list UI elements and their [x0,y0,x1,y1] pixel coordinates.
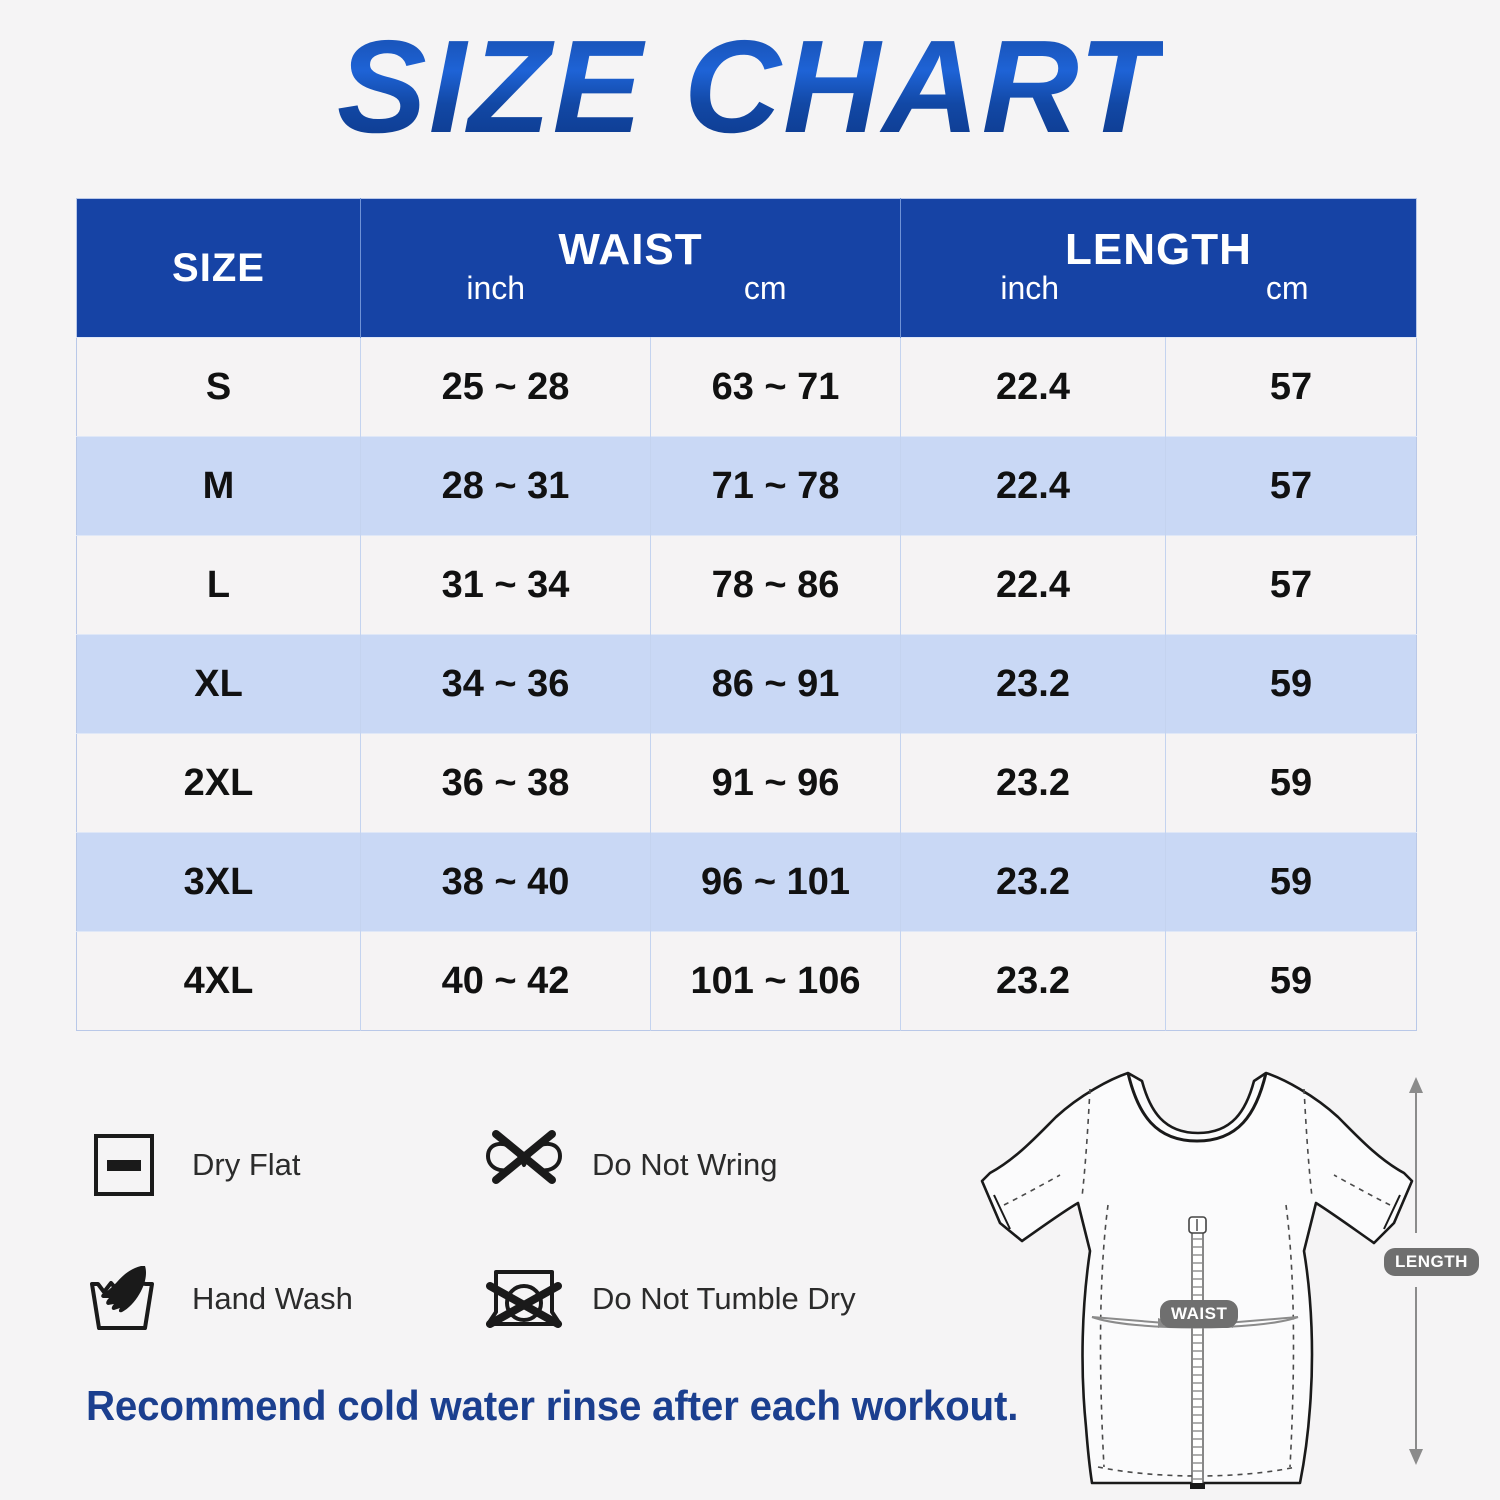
cell-waist-cm: 96 ~ 101 [650,832,901,932]
cell-size: M [76,436,361,536]
page-title-wrap: SIZE CHART [0,13,1500,160]
header-length-unit-inch: inch [1000,270,1060,306]
cell-size: XL [76,634,361,734]
cell-length-inch: 23.2 [900,634,1166,734]
cell-waist-inch: 31 ~ 34 [360,535,651,635]
cell-waist-cm: 101 ~ 106 [650,931,901,1031]
do-not-tumble-dry-icon [482,1257,566,1341]
header-size: SIZE [76,198,361,338]
cell-length-inch: 22.4 [900,337,1166,437]
header-size-label: SIZE [172,246,265,290]
header-length-unit-cm: cm [1265,270,1309,306]
table-row: S 25 ~ 28 63 ~ 71 22.4 57 [76,337,1417,437]
cell-size: 2XL [76,733,361,833]
hand-wash-icon [82,1257,166,1341]
care-item-hand-wash: Hand Wash [82,1232,482,1366]
zipper [1188,1216,1207,1489]
header-waist-unit-inch: inch [466,270,526,306]
cell-waist-inch: 38 ~ 40 [360,832,651,932]
cell-waist-cm: 91 ~ 96 [650,733,901,833]
recommendation-text: Recommend cold water rinse after each wo… [86,1382,1019,1429]
cell-length-cm: 57 [1165,436,1417,536]
do-not-wring-icon [482,1123,566,1207]
header-waist-label: WAIST [558,225,703,274]
cell-length-cm: 59 [1165,733,1417,833]
table-row: L 31 ~ 34 78 ~ 86 22.4 57 [76,535,1417,635]
cell-waist-inch: 40 ~ 42 [360,931,651,1031]
care-label-do-not-tumble-dry: Do Not Tumble Dry [592,1281,856,1316]
table-header-row: SIZE WAIST inch cm LENGTH inch cm [76,198,1417,338]
cell-length-inch: 22.4 [900,535,1166,635]
length-badge: LENGTH [1384,1248,1479,1276]
cell-waist-inch: 25 ~ 28 [360,337,651,437]
table-row: 4XL 40 ~ 42 101 ~ 106 23.2 59 [76,931,1417,1031]
cell-length-inch: 22.4 [900,436,1166,536]
header-length-group: LENGTH inch cm [900,198,1417,338]
header-length-units: inch cm [901,270,1416,307]
care-label-hand-wash: Hand Wash [192,1281,353,1316]
cell-waist-inch: 28 ~ 31 [360,436,651,536]
cell-waist-cm: 71 ~ 78 [650,436,901,536]
table-row: 2XL 36 ~ 38 91 ~ 96 23.2 59 [76,733,1417,833]
table-row: 3XL 38 ~ 40 96 ~ 101 23.2 59 [76,832,1417,932]
dry-flat-icon [82,1123,166,1207]
cell-waist-cm: 63 ~ 71 [650,337,901,437]
cell-length-cm: 59 [1165,931,1417,1031]
table-row: M 28 ~ 31 71 ~ 78 22.4 57 [76,436,1417,536]
cell-waist-inch: 34 ~ 36 [360,634,651,734]
size-table-body: S 25 ~ 28 63 ~ 71 22.4 57 M 28 ~ 31 71 ~ 78 22.4… [76,337,1417,1031]
cell-length-cm: 59 [1165,634,1417,734]
size-table: SIZE WAIST inch cm LENGTH inch cm [76,198,1417,1031]
garment-diagram: WAIST LENGTH [960,1055,1500,1500]
cell-length-inch: 23.2 [900,733,1166,833]
care-instructions: Dry Flat Do Not Wring [82,1098,962,1366]
cell-length-cm: 57 [1165,337,1417,437]
cell-length-cm: 57 [1165,535,1417,635]
header-waist-group: WAIST inch cm [360,198,901,338]
cell-waist-cm: 78 ~ 86 [650,535,901,635]
care-label-do-not-wring: Do Not Wring [592,1147,778,1182]
care-item-do-not-tumble-dry: Do Not Tumble Dry [482,1232,882,1366]
care-label-dry-flat: Dry Flat [192,1147,301,1182]
length-measure-arrow [1409,1077,1423,1465]
cell-length-inch: 23.2 [900,931,1166,1031]
size-table-head: SIZE WAIST inch cm LENGTH inch cm [76,198,1417,338]
cell-waist-cm: 86 ~ 91 [650,634,901,734]
cell-size: 4XL [76,931,361,1031]
header-waist-unit-cm: cm [743,270,787,306]
cell-waist-inch: 36 ~ 38 [360,733,651,833]
waist-badge: WAIST [1160,1300,1239,1328]
header-length-label: LENGTH [1065,225,1252,274]
care-item-dry-flat: Dry Flat [82,1098,482,1232]
cell-size: L [76,535,361,635]
care-item-do-not-wring: Do Not Wring [482,1098,882,1232]
page-title: SIZE CHART [337,13,1163,160]
cell-length-cm: 59 [1165,832,1417,932]
cell-size: S [76,337,361,437]
garment-illustration [980,1071,1423,1489]
cell-size: 3XL [76,832,361,932]
cell-length-inch: 23.2 [900,832,1166,932]
table-row: XL 34 ~ 36 86 ~ 91 23.2 59 [76,634,1417,734]
header-waist-units: inch cm [361,270,900,307]
